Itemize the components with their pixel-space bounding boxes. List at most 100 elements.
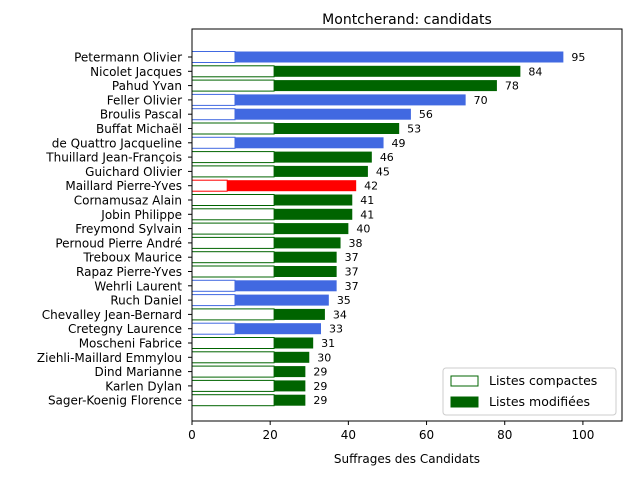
bar-modified [192, 323, 321, 335]
data-label: 30 [317, 351, 331, 364]
bar-compact [191, 337, 275, 349]
y-tick-label: Karlen Dylan [105, 379, 182, 393]
data-label: 84 [528, 65, 542, 78]
x-tick-label: 20 [263, 428, 278, 442]
y-tick-label: Pernoud Pierre André [55, 236, 182, 250]
y-tick-label: Jobin Philippe [100, 208, 182, 222]
bar-compact [191, 222, 275, 235]
data-label: 34 [333, 308, 347, 321]
y-tick-label: Ziehli-Maillard Emmylou [37, 351, 182, 365]
bar-compact [191, 322, 236, 335]
bar-modified [192, 165, 368, 177]
bar-modified [192, 51, 564, 63]
data-label: 33 [329, 323, 343, 336]
y-tick-label: Moscheni Fabrice [79, 337, 182, 351]
bar-compact [191, 136, 236, 149]
y-tick-label: Thuillard Jean-François [45, 151, 182, 165]
bar-compact [191, 65, 275, 78]
bar-compact [191, 394, 275, 407]
bar-compact [191, 236, 275, 249]
legend-label-modified: Listes modifiées [489, 394, 590, 409]
bar-modified [192, 123, 400, 134]
legend: Listes compactes Listes modifiées [442, 367, 617, 416]
bar-compact [191, 51, 236, 63]
data-label: 31 [321, 337, 335, 350]
labels-layer: Petermann Olivier 95 Nicolet Jacques 84 Pahu… [37, 51, 585, 408]
data-label: 42 [364, 180, 378, 193]
bar-modified [192, 280, 337, 292]
bar-compact [191, 151, 275, 164]
data-label: 41 [360, 208, 374, 221]
bar-modified [192, 108, 411, 120]
data-label: 78 [505, 80, 519, 93]
legend-box [442, 367, 617, 416]
x-tick-label: 100 [571, 428, 594, 442]
bar-compact [191, 351, 275, 364]
bar-compact [191, 308, 275, 321]
plot-frame [191, 28, 623, 422]
y-tick-label: Feller Olivier [107, 93, 182, 107]
data-label: 37 [345, 251, 359, 264]
bar-modified [192, 65, 521, 77]
y-tick-label: Pahud Yvan [112, 79, 182, 93]
data-label: 37 [345, 266, 359, 279]
bar-compact [191, 165, 275, 178]
y-tick-label: Nicolet Jacques [90, 65, 182, 79]
bar-compact [191, 79, 275, 92]
y-tick-label: Guichard Olivier [85, 165, 182, 179]
chart-title: Montcherand: candidats [322, 12, 492, 28]
y-tick-label: Dind Marianne [94, 365, 182, 379]
data-label: 56 [419, 108, 433, 121]
data-label: 45 [376, 165, 390, 178]
y-tick-label: Sager-Koenig Florence [48, 394, 182, 408]
data-label: 29 [313, 380, 327, 393]
bar-compact [191, 179, 228, 192]
bar-compact [191, 194, 275, 206]
y-tick-label: de Quattro Jacqueline [52, 136, 182, 150]
bar-modified [192, 151, 372, 163]
bar-compact [191, 379, 275, 392]
y-tick-label: Ruch Daniel [110, 294, 182, 308]
bar-modified [192, 180, 357, 192]
x-tick-label: 80 [497, 428, 512, 442]
x-axis: 0 20 40 60 80 100 [188, 421, 594, 442]
x-tick-label: 60 [419, 428, 434, 442]
y-tick-label: Petermann Olivier [74, 51, 182, 65]
legend-label-compact: Listes compactes [489, 373, 597, 388]
data-label: 70 [474, 94, 488, 107]
bar-compact [191, 208, 275, 221]
data-label: 95 [571, 51, 585, 64]
y-tick-label: Cornamusaz Alain [74, 194, 182, 208]
bar-compact [191, 365, 275, 378]
bar-compact [191, 93, 236, 106]
data-label: 49 [392, 137, 406, 150]
x-axis-label: Suffrages des Candidats [334, 452, 480, 466]
bar-compact [191, 108, 236, 121]
legend-swatch-modified [450, 396, 479, 408]
bar-modified [192, 80, 497, 92]
bar-compact [191, 279, 236, 292]
data-label: 40 [356, 223, 370, 236]
data-label: 38 [349, 237, 363, 250]
data-label: 35 [337, 294, 351, 307]
y-tick-label: Chevalley Jean-Bernard [42, 308, 182, 322]
data-label: 41 [360, 194, 374, 207]
y-tick-label: Maillard Pierre-Yves [65, 179, 182, 193]
bar-compact [191, 294, 236, 307]
legend-swatch-compact [450, 375, 479, 387]
x-tick-label: 0 [188, 428, 196, 442]
data-label: 46 [380, 151, 394, 164]
bar-modified [192, 94, 466, 106]
data-label: 29 [313, 394, 327, 407]
y-tick-label: Freymond Sylvain [75, 222, 182, 236]
y-tick-label: Treboux Maurice [82, 251, 182, 265]
bar-compact [191, 122, 275, 135]
y-tick-label: Buffat Michaël [96, 122, 182, 136]
y-tick-label: Cretegny Laurence [68, 322, 182, 336]
bars-layer [191, 51, 564, 407]
x-tick-label: 40 [341, 428, 356, 442]
data-label: 53 [407, 123, 421, 136]
data-label: 29 [313, 366, 327, 379]
data-label: 37 [345, 280, 359, 293]
